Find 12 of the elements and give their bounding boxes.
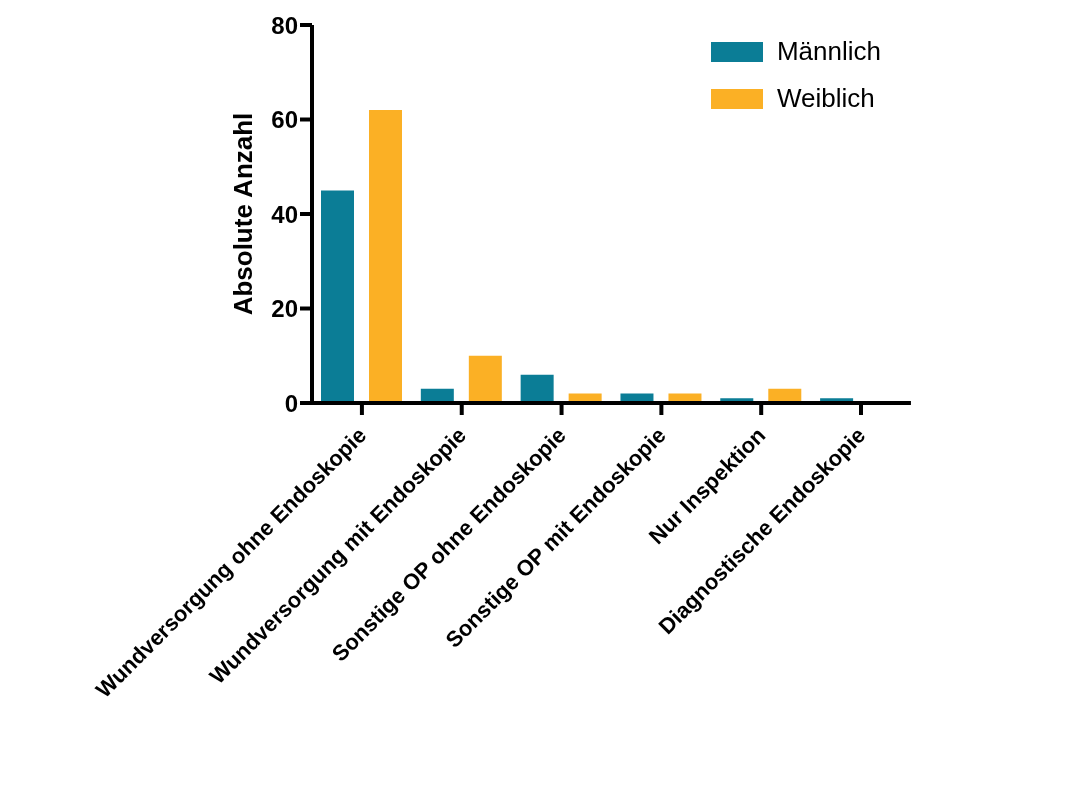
legend-label: Männlich bbox=[776, 36, 881, 67]
bar bbox=[321, 190, 354, 403]
y-tick-label: 60 bbox=[271, 106, 298, 134]
bar bbox=[520, 374, 554, 403]
y-axis-title: Absolute Anzahl bbox=[228, 112, 259, 316]
bar bbox=[369, 110, 402, 403]
bar bbox=[468, 355, 502, 403]
legend-label: Weiblich bbox=[776, 83, 875, 114]
y-tick-label: 0 bbox=[284, 389, 298, 417]
y-tick-label: 40 bbox=[271, 200, 298, 228]
y-tick-label: 80 bbox=[271, 11, 298, 39]
y-tick-label: 20 bbox=[271, 295, 298, 323]
